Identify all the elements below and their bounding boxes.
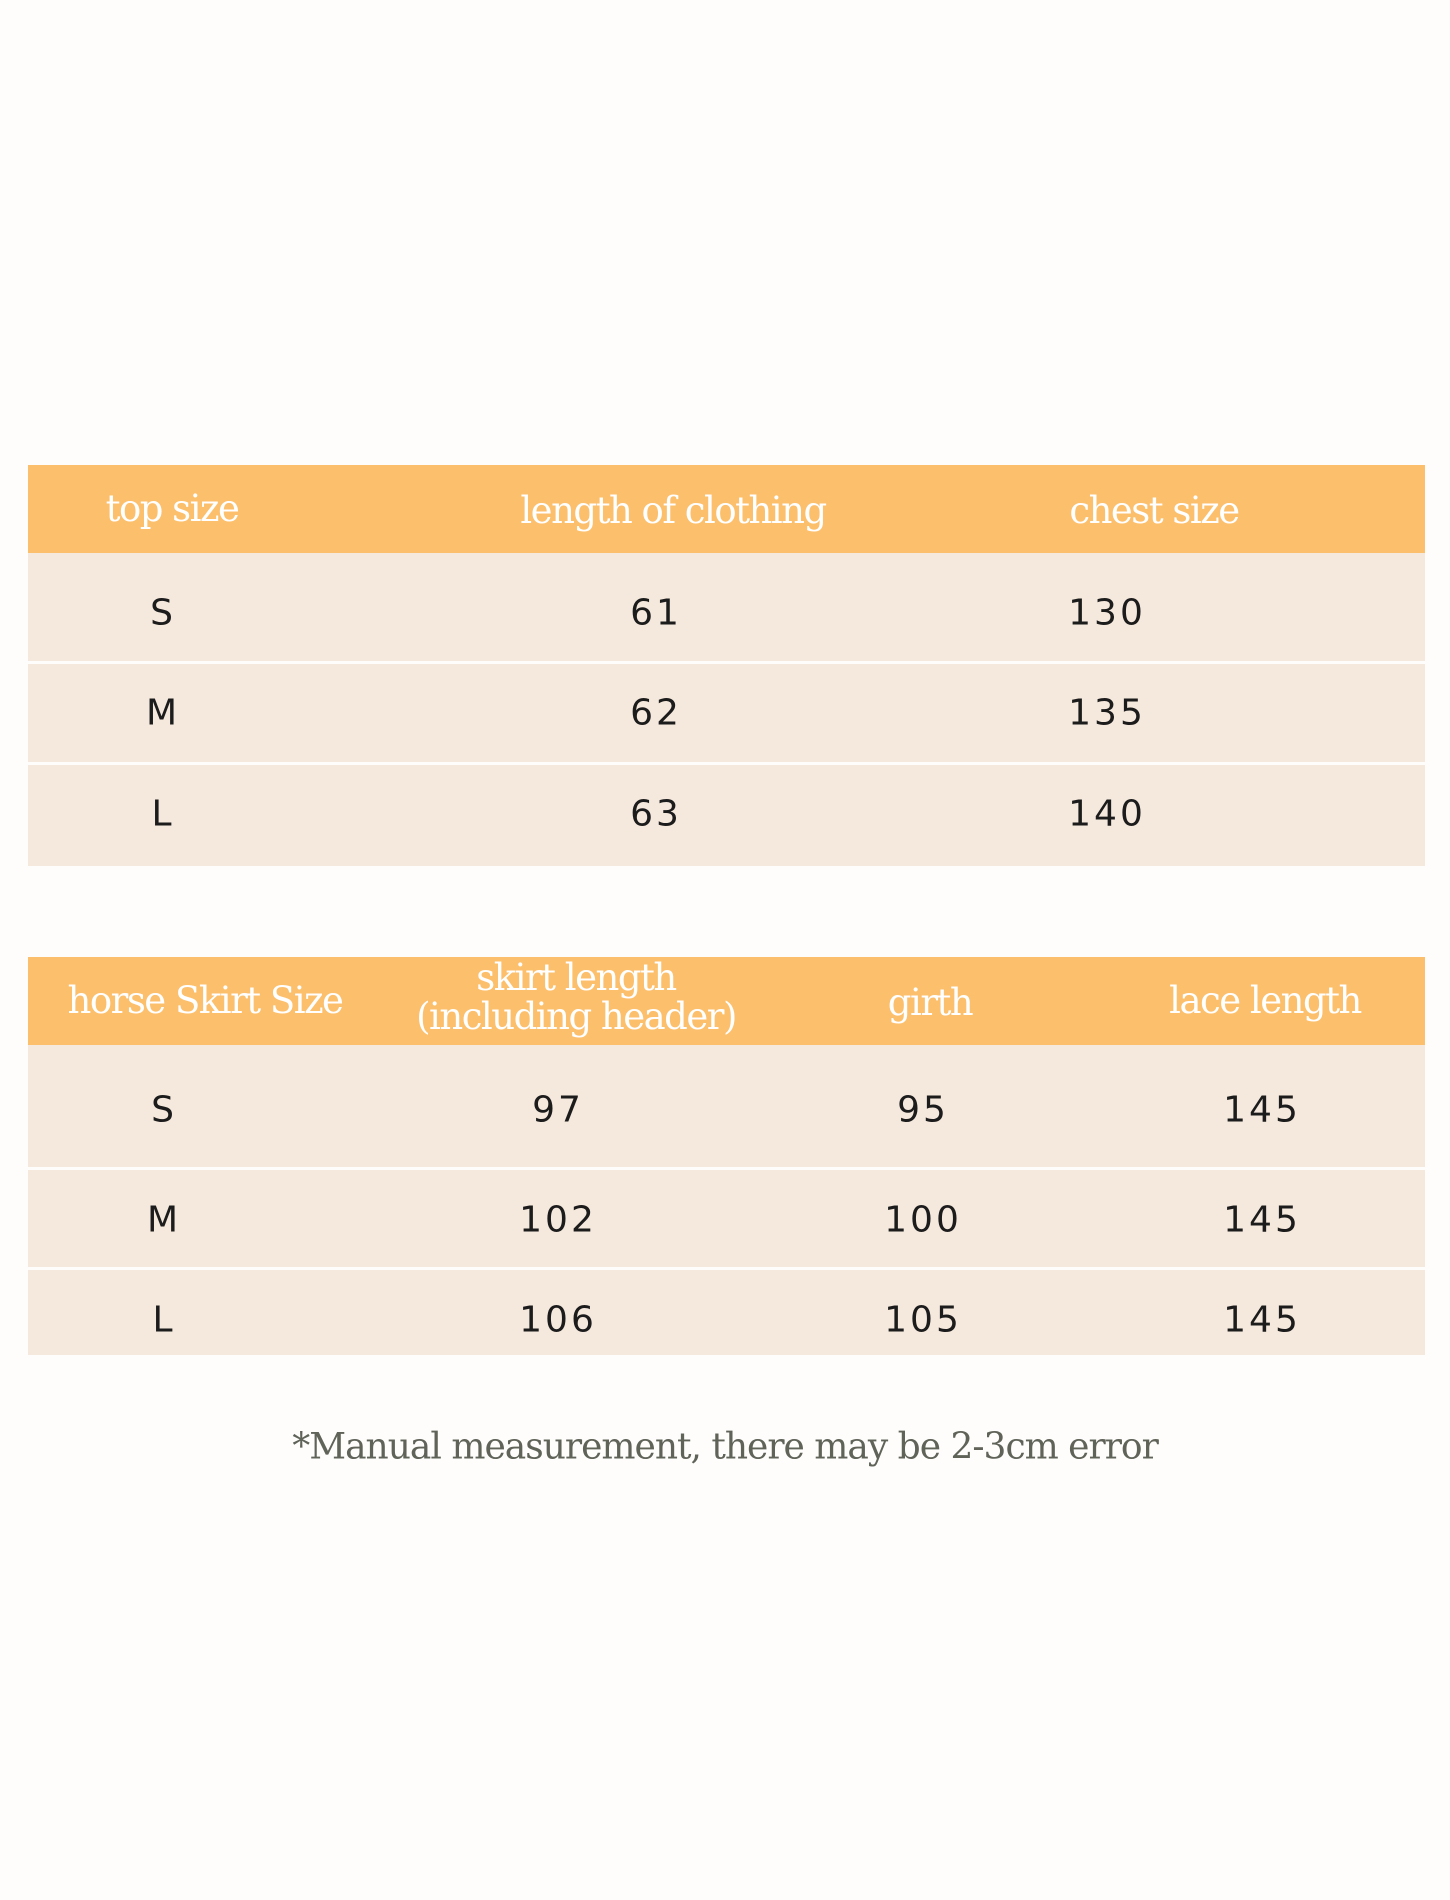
chest-cell: 140 bbox=[1068, 793, 1146, 835]
table-row: L 63 140 bbox=[28, 765, 1425, 866]
measurement-note: *Manual measurement, there may be 2-3cm … bbox=[292, 1426, 1159, 1468]
table-row: M 102 100 145 bbox=[28, 1170, 1425, 1267]
chest-cell: 135 bbox=[1068, 692, 1146, 734]
lace-length-cell: 145 bbox=[1223, 1299, 1301, 1341]
table-header: horse Skirt Size skirt length (including… bbox=[28, 957, 1425, 1045]
skirt-length-cell: 106 bbox=[519, 1299, 597, 1341]
size-cell: S bbox=[151, 1089, 177, 1131]
top-size-table: top size length of clothing chest size S… bbox=[28, 465, 1425, 866]
table-row: M 62 135 bbox=[28, 664, 1425, 762]
table-row: L 106 105 145 bbox=[28, 1270, 1425, 1355]
size-cell: S bbox=[150, 592, 176, 634]
table-row: S 61 130 bbox=[28, 553, 1425, 661]
girth-cell: 95 bbox=[897, 1089, 949, 1131]
header-top-size: top size bbox=[105, 487, 240, 530]
table-header: top size length of clothing chest size bbox=[28, 465, 1425, 553]
size-cell: M bbox=[146, 1199, 182, 1241]
girth-cell: 100 bbox=[884, 1199, 962, 1241]
size-cell: L bbox=[152, 1299, 176, 1341]
chest-cell: 130 bbox=[1068, 592, 1146, 634]
header-girth: girth bbox=[887, 981, 974, 1024]
header-chest-size: chest size bbox=[1069, 489, 1240, 532]
header-skirt-length-note: (including header) bbox=[416, 995, 737, 1038]
skirt-length-cell: 102 bbox=[519, 1199, 597, 1241]
size-cell: L bbox=[151, 793, 175, 835]
lace-length-cell: 145 bbox=[1223, 1089, 1301, 1131]
girth-cell: 105 bbox=[884, 1299, 962, 1341]
skirt-size-table: horse Skirt Size skirt length (including… bbox=[28, 957, 1425, 1355]
header-skirt-size: horse Skirt Size bbox=[67, 979, 344, 1022]
size-cell: M bbox=[145, 692, 181, 734]
header-lace-length: lace length bbox=[1169, 979, 1362, 1022]
length-cell: 61 bbox=[630, 592, 682, 634]
skirt-length-cell: 97 bbox=[532, 1089, 584, 1131]
lace-length-cell: 145 bbox=[1223, 1199, 1301, 1241]
length-cell: 62 bbox=[630, 692, 682, 734]
table-row: S 97 95 145 bbox=[28, 1045, 1425, 1167]
length-cell: 63 bbox=[630, 793, 682, 835]
header-skirt-length: skirt length bbox=[476, 956, 677, 999]
header-length-of-clothing: length of clothing bbox=[520, 489, 827, 532]
